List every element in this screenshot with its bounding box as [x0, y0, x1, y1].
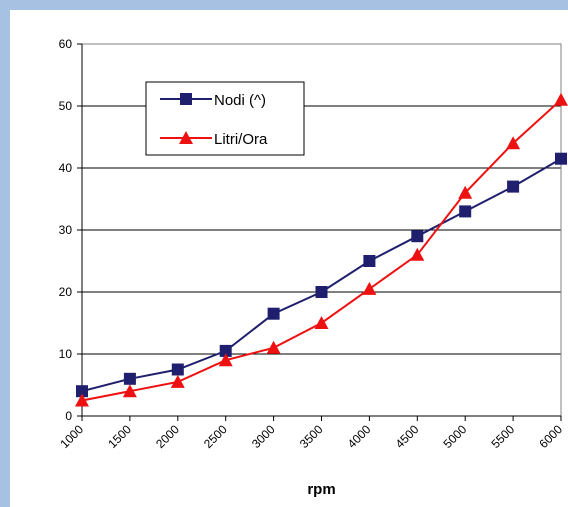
- data-point-square: [171, 363, 184, 376]
- series-triangle: [75, 92, 568, 407]
- legend: Nodi (^) Litri/Ora: [145, 81, 305, 156]
- data-point-triangle: [179, 131, 193, 144]
- data-point-square: [76, 385, 88, 398]
- legend-item: Litri/Ora: [160, 131, 268, 148]
- data-point-square: [267, 307, 280, 320]
- x-tick-label: 1500: [105, 422, 134, 451]
- data-point-square: [123, 372, 136, 385]
- x-tick-label: 4000: [345, 422, 374, 451]
- data-point-triangle: [170, 374, 185, 388]
- series: [75, 92, 568, 407]
- y-tick-label: 50: [59, 99, 73, 113]
- data-point-triangle: [410, 247, 425, 261]
- x-tick-label: 4500: [393, 422, 422, 451]
- data-point-square: [363, 255, 376, 267]
- y-tick-label: 40: [59, 161, 73, 175]
- x-tick-label: 5500: [488, 422, 517, 451]
- y-tick-label: 10: [59, 347, 73, 361]
- series-line: [81, 157, 562, 393]
- legend-label: Litri/Ora: [214, 131, 268, 148]
- series-square: [76, 152, 567, 398]
- data-point-triangle: [458, 185, 473, 199]
- x-tick-label: 1000: [57, 422, 86, 451]
- data-point-triangle: [75, 393, 89, 407]
- y-tick-label: 30: [59, 223, 73, 237]
- y-tick-label: 20: [59, 285, 73, 299]
- data-point-square: [315, 286, 328, 298]
- data-point-triangle: [362, 281, 377, 295]
- data-point-triangle: [506, 136, 521, 150]
- data-point-square: [555, 152, 567, 165]
- data-point-square: [411, 230, 424, 243]
- data-point-square: [459, 205, 472, 218]
- data-point-triangle: [266, 340, 281, 354]
- x-tick-label: 3500: [297, 422, 326, 451]
- legend-label: Nodi (^): [214, 92, 266, 109]
- data-point-square: [219, 344, 232, 357]
- axes: [77, 43, 562, 421]
- x-tick-label: 5000: [441, 422, 470, 451]
- data-point-triangle: [314, 316, 329, 329]
- data-point-square: [180, 93, 192, 105]
- x-tick-label: 2000: [153, 422, 182, 451]
- x-tick-labels: 1000 1500 2000 2500 3000 3500 4000 4500 5000 5500…: [57, 422, 565, 451]
- legend-item: Nodi (^): [160, 92, 266, 109]
- x-tick-label: 2500: [201, 422, 230, 451]
- data-point-triangle: [122, 384, 137, 398]
- y-tick-label: 60: [59, 37, 73, 51]
- x-tick-label: 3000: [249, 422, 278, 451]
- y-tick-label: 0: [65, 409, 72, 423]
- y-tick-labels: 0 10 20 30 40 50 60: [59, 37, 73, 423]
- x-tick-label: 6000: [536, 422, 565, 451]
- data-point-triangle: [218, 353, 233, 367]
- legend-box: [145, 81, 305, 156]
- data-point-square: [507, 180, 520, 193]
- x-axis-label: rpm: [307, 481, 335, 498]
- data-point-triangle: [554, 92, 568, 106]
